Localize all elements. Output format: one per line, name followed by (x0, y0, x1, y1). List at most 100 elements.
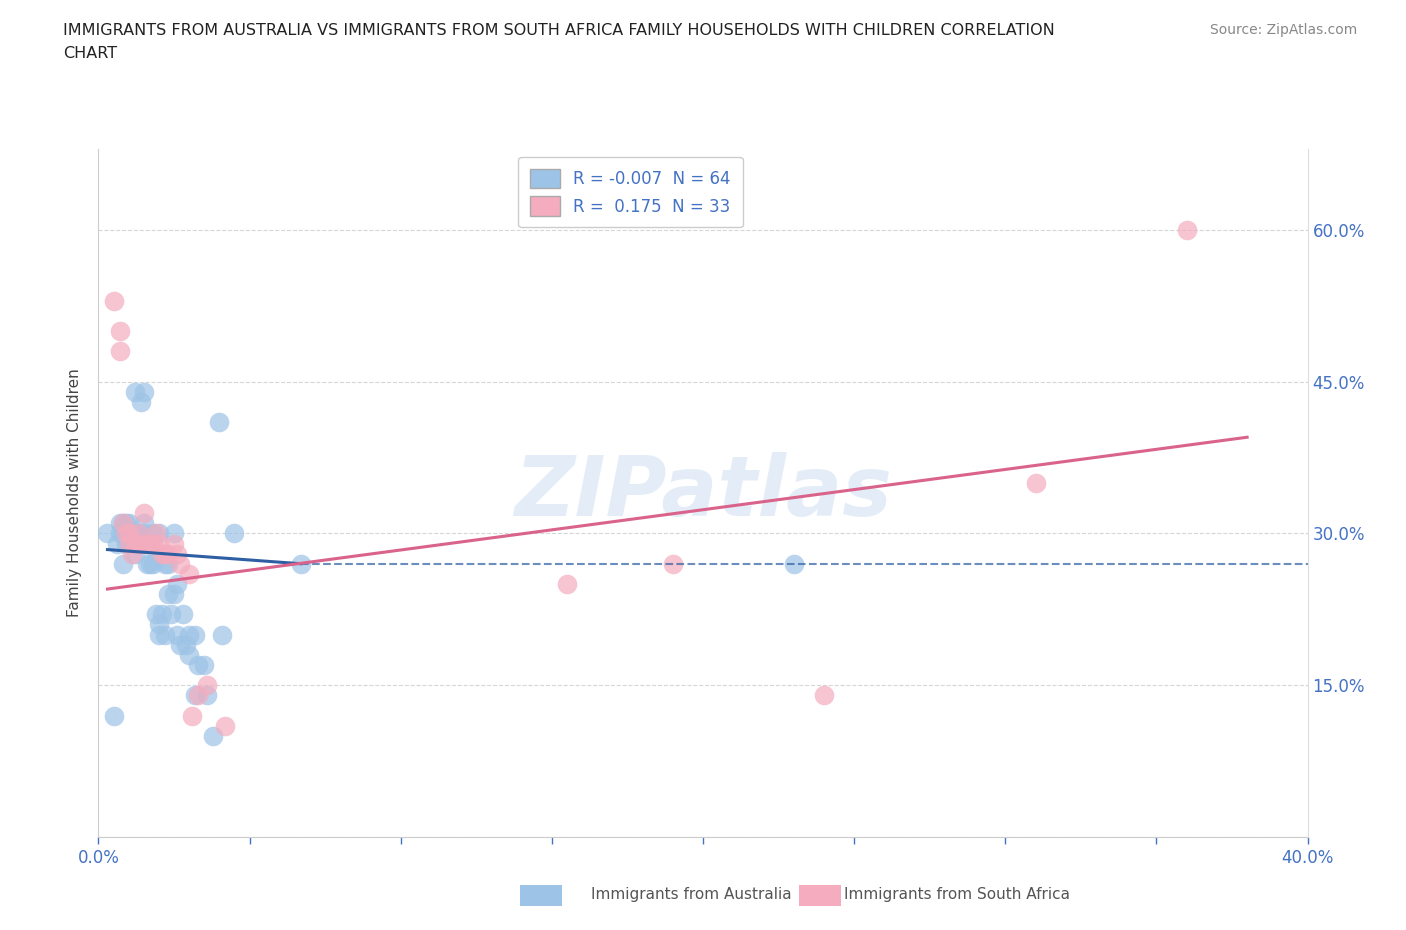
Point (118, 536, 141, 551)
Point (132, 506, 155, 521)
Point (111, 556, 134, 571)
Point (114, 516, 136, 531)
Point (129, 536, 152, 551)
Point (135, 556, 157, 571)
Text: CHART: CHART (63, 46, 117, 61)
Point (193, 658, 215, 672)
Point (111, 516, 134, 531)
Point (118, 526, 141, 541)
Point (166, 577, 188, 591)
Point (148, 536, 170, 551)
Point (103, 708, 125, 723)
Point (208, 415, 231, 430)
Point (169, 556, 191, 571)
Point (187, 658, 209, 672)
Point (108, 344, 131, 359)
Point (132, 384, 155, 399)
Point (169, 637, 191, 652)
Point (118, 526, 141, 541)
Point (214, 718, 236, 733)
Point (172, 607, 194, 622)
Text: ZIPatlas: ZIPatlas (515, 452, 891, 534)
Point (108, 516, 131, 531)
Point (195, 688, 218, 703)
Point (662, 556, 685, 571)
Point (132, 516, 155, 531)
Point (153, 556, 176, 571)
Point (148, 526, 170, 541)
Point (121, 546, 143, 561)
Point (142, 556, 165, 571)
Text: Immigrants from Australia: Immigrants from Australia (591, 887, 792, 902)
Point (1024, 475, 1046, 490)
Point (135, 536, 157, 551)
Point (211, 627, 233, 642)
Point (174, 637, 197, 652)
Point (124, 526, 146, 541)
Point (156, 546, 179, 561)
Legend: R = -0.007  N = 64, R =  0.175  N = 33: R = -0.007 N = 64, R = 0.175 N = 33 (519, 157, 742, 227)
Point (195, 678, 218, 693)
Text: Immigrants from South Africa: Immigrants from South Africa (844, 887, 1070, 902)
Point (179, 566, 201, 581)
Point (156, 587, 179, 602)
Point (163, 587, 186, 602)
Point (127, 526, 149, 541)
Point (160, 607, 183, 622)
Point (187, 688, 209, 703)
Point (103, 293, 125, 308)
Point (184, 627, 207, 642)
Point (135, 536, 157, 551)
Point (127, 536, 149, 551)
Point (124, 546, 146, 561)
Point (145, 526, 167, 541)
Point (108, 526, 131, 541)
Point (114, 526, 136, 541)
Point (179, 627, 201, 642)
Point (184, 688, 207, 703)
Point (142, 526, 165, 541)
Point (114, 526, 136, 541)
Point (145, 607, 167, 622)
Point (181, 708, 204, 723)
Point (166, 627, 188, 642)
Point (118, 536, 141, 551)
Text: IMMIGRANTS FROM AUSTRALIA VS IMMIGRANTS FROM SOUTH AFRICA FAMILY HOUSEHOLDS WITH: IMMIGRANTS FROM AUSTRALIA VS IMMIGRANTS … (63, 23, 1054, 38)
Y-axis label: Family Households with Children: Family Households with Children (67, 368, 83, 618)
Point (124, 384, 146, 399)
Point (129, 394, 152, 409)
Point (132, 526, 155, 541)
Text: Source: ZipAtlas.com: Source: ZipAtlas.com (1209, 23, 1357, 37)
Point (114, 526, 136, 541)
Point (111, 526, 134, 541)
Point (224, 526, 246, 541)
Point (139, 536, 162, 551)
Point (121, 526, 143, 541)
Point (148, 617, 170, 631)
Point (179, 647, 201, 662)
Point (153, 627, 176, 642)
Point (148, 627, 170, 642)
Point (124, 536, 146, 551)
Point (153, 546, 176, 561)
Point (139, 536, 162, 551)
Point (156, 556, 179, 571)
Point (813, 688, 835, 703)
Point (163, 526, 186, 541)
Point (127, 526, 149, 541)
Point (118, 526, 141, 541)
Point (1175, 222, 1198, 237)
Point (150, 607, 173, 622)
Point (108, 324, 131, 339)
Point (139, 556, 162, 571)
Point (202, 728, 225, 743)
Point (163, 536, 186, 551)
Point (118, 536, 141, 551)
Point (150, 546, 173, 561)
Point (555, 577, 578, 591)
Point (118, 516, 141, 531)
Point (121, 536, 143, 551)
Point (142, 536, 165, 551)
Point (96, 526, 118, 541)
Point (105, 536, 128, 551)
